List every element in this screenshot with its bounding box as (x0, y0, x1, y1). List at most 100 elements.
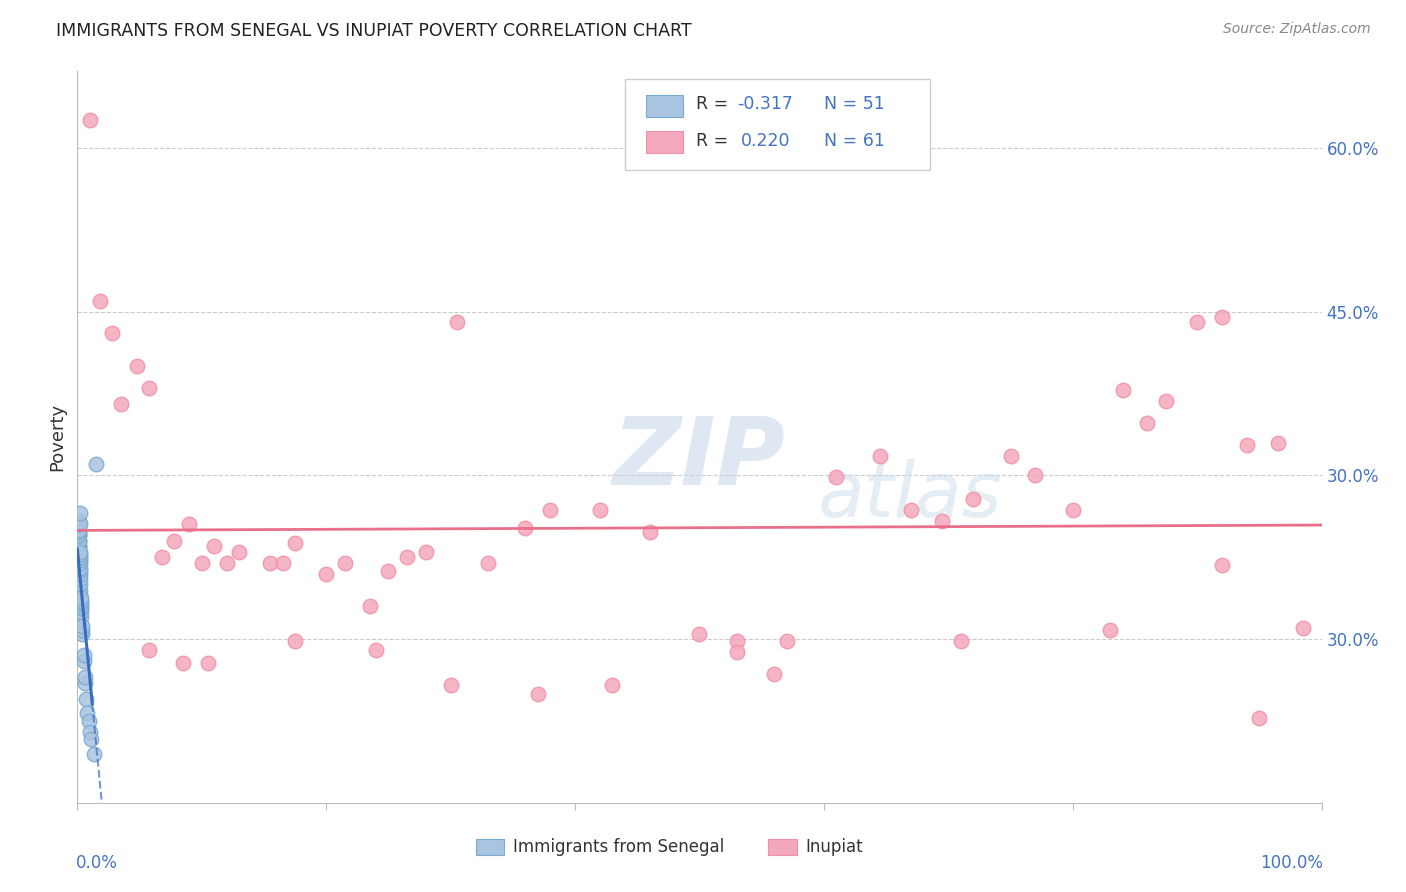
Point (138, 643, 160, 657)
Text: Inupiat: Inupiat (806, 838, 863, 856)
Point (69, 553, 91, 567)
Text: 100.0%: 100.0% (1260, 854, 1323, 872)
Point (284, 634, 307, 648)
Point (79, 113, 101, 128)
Point (67, 533, 90, 548)
Point (228, 545, 250, 559)
Point (359, 599, 381, 614)
Point (191, 556, 214, 570)
Point (70, 605, 93, 619)
Point (962, 492, 984, 507)
Point (69, 556, 91, 570)
Point (163, 533, 186, 548)
Point (69, 582, 91, 597)
Point (69, 566, 91, 581)
Point (75, 692, 97, 706)
Bar (475, 838, 505, 855)
Point (77, 714, 100, 728)
Point (763, 667, 786, 681)
Point (775, 634, 797, 648)
FancyBboxPatch shape (624, 78, 929, 170)
Point (67, 539, 90, 553)
Point (1236, 438, 1258, 452)
Text: R =: R = (696, 132, 740, 150)
Point (602, 678, 624, 692)
Point (73, 675, 96, 690)
Point (1154, 394, 1177, 409)
Point (72, 624, 94, 638)
Point (333, 556, 356, 570)
Bar (645, 95, 683, 118)
Point (725, 634, 748, 648)
Point (259, 556, 281, 570)
Text: Source: ZipAtlas.com: Source: ZipAtlas.com (1223, 22, 1371, 37)
Point (70, 599, 93, 614)
Point (526, 687, 548, 701)
Point (67, 533, 90, 548)
Point (825, 470, 848, 484)
Point (179, 517, 201, 532)
Text: ZIP: ZIP (613, 413, 786, 505)
Text: N = 51: N = 51 (824, 95, 884, 113)
Point (72, 648, 94, 663)
Point (396, 550, 419, 565)
Point (477, 556, 499, 570)
Point (67, 550, 90, 565)
Point (150, 550, 173, 565)
Point (1062, 503, 1084, 517)
Point (69, 550, 91, 565)
Text: N = 61: N = 61 (824, 132, 884, 150)
Point (110, 397, 132, 411)
Point (364, 643, 387, 657)
Point (1211, 558, 1233, 572)
Point (67, 550, 90, 565)
Point (70, 610, 93, 624)
Point (72, 619, 94, 633)
Point (69, 577, 91, 591)
Bar (768, 838, 797, 855)
Point (101, 326, 124, 341)
Point (725, 645, 748, 659)
Point (69, 563, 91, 577)
Point (589, 503, 612, 517)
Point (1024, 468, 1046, 483)
Text: R =: R = (696, 95, 734, 113)
Point (125, 359, 148, 373)
Point (538, 503, 561, 517)
Point (79, 724, 101, 739)
Point (1136, 416, 1159, 430)
Point (215, 556, 238, 570)
Point (67, 539, 90, 553)
Point (67, 545, 90, 559)
Point (1249, 711, 1271, 725)
Point (1292, 621, 1315, 635)
Text: Immigrants from Senegal: Immigrants from Senegal (513, 838, 724, 856)
Point (76, 706, 98, 721)
Point (72, 626, 94, 640)
Point (69, 572, 91, 586)
Point (197, 656, 219, 670)
Point (271, 556, 294, 570)
Point (70, 591, 93, 605)
Point (69, 547, 91, 561)
Text: -0.317: -0.317 (737, 95, 793, 113)
Text: atlas: atlas (818, 458, 1002, 533)
Point (70, 601, 93, 615)
Point (949, 634, 972, 648)
Text: IMMIGRANTS FROM SENEGAL VS INUPIAT POVERTY CORRELATION CHART: IMMIGRANTS FROM SENEGAL VS INUPIAT POVER… (56, 22, 692, 40)
Point (70, 596, 93, 610)
Point (67, 561, 90, 575)
Point (638, 524, 661, 539)
Point (1267, 435, 1289, 450)
Point (67, 528, 90, 542)
Point (377, 565, 399, 579)
Point (515, 521, 537, 535)
Point (1187, 315, 1209, 329)
Y-axis label: Poverty: Poverty (48, 403, 66, 471)
Point (69, 545, 91, 559)
Point (1099, 624, 1122, 638)
Point (67, 528, 90, 542)
Point (1000, 449, 1022, 463)
Point (1211, 310, 1233, 324)
Point (67, 524, 90, 539)
